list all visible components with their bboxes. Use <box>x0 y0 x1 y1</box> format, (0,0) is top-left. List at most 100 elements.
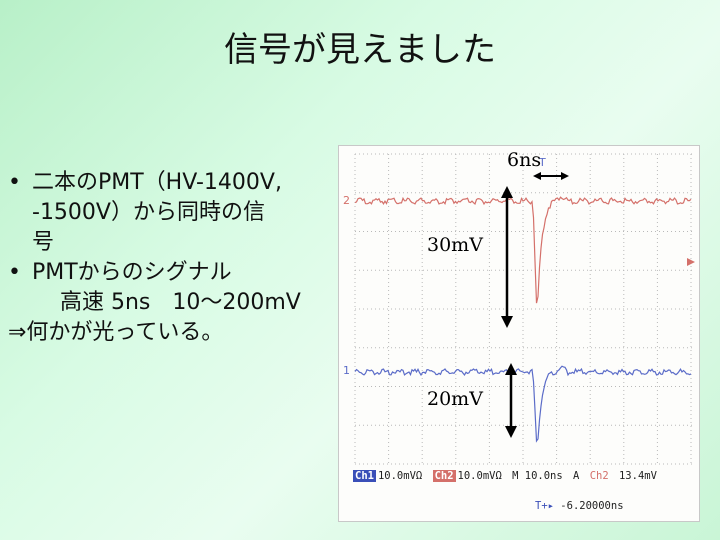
grid-dot <box>603 424 604 426</box>
grid-dot <box>639 231 640 232</box>
grid-dot <box>388 386 390 387</box>
arrow-head-up <box>501 186 513 198</box>
grid-dot <box>631 308 632 310</box>
grid-dot <box>419 231 420 232</box>
grid-dot <box>635 269 636 271</box>
grid-dot <box>543 192 544 194</box>
grid-dot <box>459 386 460 387</box>
grid-dot <box>419 463 420 465</box>
grid-dot <box>455 390 457 391</box>
grid-dot <box>589 242 591 243</box>
grid-dot <box>556 266 558 267</box>
grid-dot <box>679 153 680 155</box>
grid-dot <box>656 214 658 215</box>
grid-dot <box>421 174 423 175</box>
grid-dot <box>375 308 376 310</box>
grid-dot <box>595 347 596 349</box>
grid-dot <box>571 192 572 194</box>
grid-dot <box>623 302 625 303</box>
grid-dot <box>488 398 490 399</box>
grid-dot <box>421 442 423 443</box>
grid-dot <box>367 231 368 232</box>
grid-dot <box>690 218 692 219</box>
arrow-head-down <box>501 316 513 328</box>
grid-dot <box>388 314 390 315</box>
grid-dot <box>589 310 591 311</box>
grid-dot <box>491 463 492 465</box>
trigger-level: 13.4mV <box>618 470 657 482</box>
grid-dot <box>623 214 625 215</box>
grid-dot <box>467 153 468 155</box>
grid-dot <box>423 386 424 387</box>
grid-dot <box>421 462 423 463</box>
grid-dot <box>488 238 490 239</box>
grid-dot <box>651 231 652 232</box>
grid-dot <box>571 386 572 387</box>
grid-dot <box>522 238 524 239</box>
grid-dot <box>479 231 480 232</box>
grid-dot <box>421 334 423 335</box>
grid-dot <box>463 386 464 387</box>
grid-dot <box>439 269 440 271</box>
grid-dot <box>522 282 524 283</box>
grid-dot <box>523 347 524 349</box>
grid-dot <box>556 394 558 395</box>
grid-dot <box>447 153 448 155</box>
grid-dot <box>488 154 490 155</box>
grid-dot <box>690 454 692 455</box>
ch1-marker[interactable]: 1 <box>343 364 350 377</box>
grid-dot <box>411 153 412 155</box>
grid-dot <box>579 463 580 465</box>
ch2-tag[interactable]: Ch2 <box>432 470 456 482</box>
grid-dot <box>455 374 457 375</box>
grid-dot <box>488 250 490 251</box>
grid-dot <box>455 334 457 335</box>
grid-dot <box>415 269 416 271</box>
ch1-tag[interactable]: Ch1 <box>353 470 376 482</box>
grid-dot <box>556 390 558 391</box>
grid-dot <box>421 422 423 423</box>
grid-dot <box>619 153 620 155</box>
grid-dot <box>623 402 625 403</box>
grid-dot <box>388 450 390 451</box>
grid-dot <box>354 382 356 383</box>
grid-dot <box>656 242 658 243</box>
grid-dot <box>403 269 404 271</box>
bullet-dot: • <box>8 260 21 285</box>
grid-dot <box>656 282 658 283</box>
grid-dot <box>623 218 625 219</box>
grid-dot <box>439 347 440 349</box>
grid-dot <box>388 222 390 223</box>
grid-dot <box>679 192 680 194</box>
grid-dot <box>651 424 652 426</box>
grid-dot <box>431 386 432 387</box>
grid-dot <box>388 278 390 279</box>
grid-dot <box>522 434 524 435</box>
grid-dot <box>531 386 532 387</box>
trigger-level-arrow[interactable] <box>687 258 695 266</box>
grid-dot <box>507 153 508 155</box>
grid-dot <box>667 424 668 426</box>
grid-dot <box>587 347 588 349</box>
grid-dot <box>388 402 390 403</box>
grid-dot <box>631 386 632 387</box>
grid-dot <box>354 314 356 315</box>
grid-dot <box>455 354 457 355</box>
grid-dot <box>690 214 692 215</box>
grid-dot <box>651 463 652 465</box>
grid-dot <box>559 386 560 387</box>
grid-dot <box>656 166 658 167</box>
grid-dot <box>690 174 692 175</box>
grid-dot <box>421 226 423 227</box>
grid-dot <box>383 386 384 387</box>
grid-dot <box>455 346 457 347</box>
grid-dot <box>354 430 356 431</box>
ch2-marker[interactable]: 2 <box>343 194 350 207</box>
trigger-marker[interactable]: T <box>538 156 546 169</box>
grid-dot <box>359 153 360 155</box>
grid-dot <box>589 434 591 435</box>
grid-dot <box>455 250 457 251</box>
grid-dot <box>522 338 524 339</box>
grid-dot <box>589 338 591 339</box>
grid-dot <box>531 308 532 310</box>
